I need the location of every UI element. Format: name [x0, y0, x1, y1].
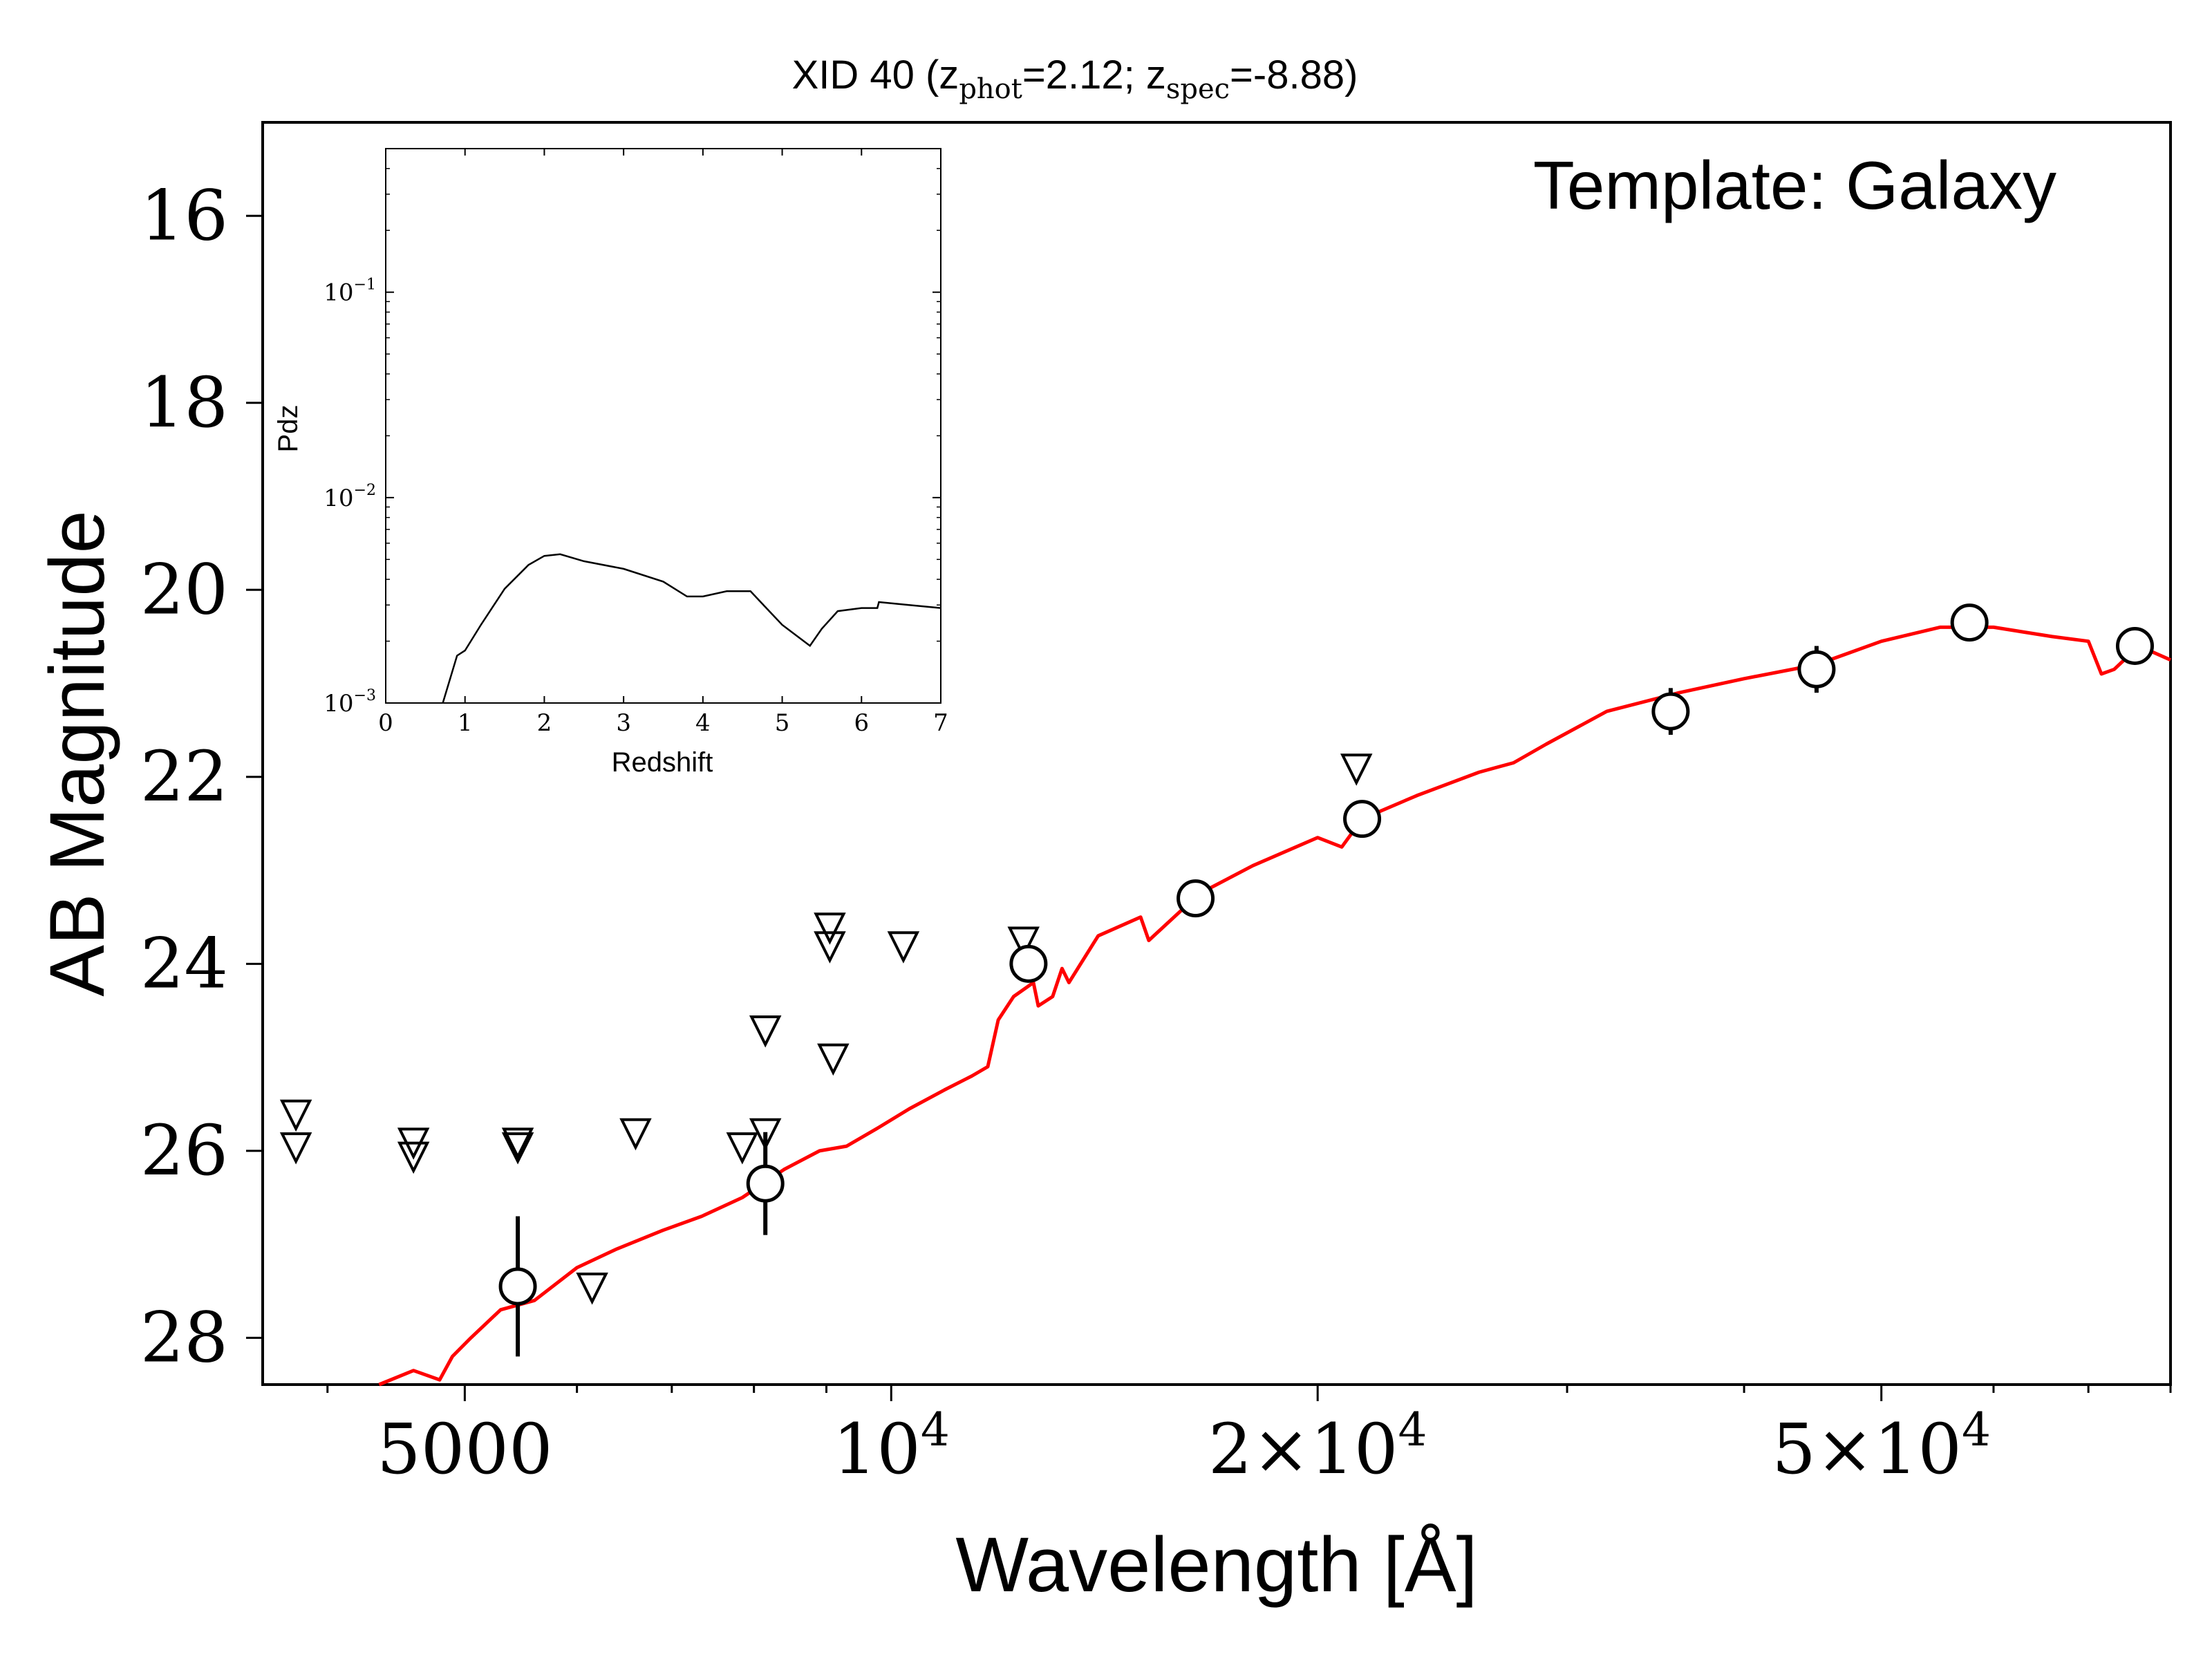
- inset-x-tick-label: 4: [695, 709, 711, 737]
- inset-x-tick-label: 2: [537, 709, 552, 737]
- upper-limit-marker: [887, 931, 920, 964]
- inset-x-tick-label: 1: [458, 709, 473, 737]
- title-spec-subscript: spec: [1166, 73, 1230, 105]
- inset-x-tick-label: 7: [933, 709, 948, 737]
- template-sed-line: [378, 625, 2172, 1387]
- upper-limit-marker: [817, 1043, 850, 1076]
- detection-marker: [498, 1267, 537, 1306]
- y-tick-label: 26: [140, 1110, 228, 1191]
- y-tick-label: 24: [140, 923, 228, 1004]
- upper-limit-marker: [397, 1141, 430, 1174]
- y-tick-label: 16: [140, 175, 228, 256]
- detection-marker: [1651, 692, 1690, 731]
- inset-y-tick-label: 10−1: [324, 276, 376, 307]
- detection-marker: [1343, 800, 1382, 838]
- title-prefix: XID 40 (z: [792, 53, 959, 97]
- inset-plot: Redshift Pdz 0 1 2 3 4 5 6 7 10−1 10−2 10−3: [273, 148, 948, 778]
- inset-x-tick-label: 0: [378, 709, 393, 737]
- upper-limit-marker: [279, 1099, 312, 1132]
- inset-x-tick-label: 6: [854, 709, 869, 737]
- x-tick-label: 5000: [377, 1409, 553, 1490]
- x-tick-label: 104: [833, 1403, 950, 1490]
- x-axis-label: Wavelength [Å]: [955, 1521, 1477, 1608]
- detection-marker: [1950, 603, 1989, 642]
- upper-limit-marker: [749, 1015, 782, 1048]
- y-tick-label: 20: [140, 549, 228, 630]
- inset-y-tick-label: 10−3: [324, 687, 376, 718]
- upper-limit-marker: [749, 1118, 782, 1151]
- y-tick-label: 18: [140, 362, 228, 443]
- upper-limit-marker: [1340, 753, 1373, 786]
- detection-marker: [1177, 879, 1215, 918]
- inset-x-label: Redshift: [612, 747, 713, 778]
- x-tick-label: 2×104: [1208, 1403, 1427, 1490]
- title-phot-value: =2.12; z: [1022, 53, 1166, 97]
- detection-marker: [746, 1164, 785, 1203]
- y-tick-label: 22: [140, 736, 228, 817]
- inset-pdz-curve: [442, 553, 941, 704]
- detection-marker: [2115, 626, 2154, 665]
- title-spec-value: =-8.88): [1230, 53, 1358, 97]
- y-axis-label: AB Magnitude: [34, 510, 120, 997]
- inset-y-label: Pdz: [273, 405, 303, 453]
- upper-limit-marker: [279, 1132, 312, 1165]
- upper-limit-marker: [814, 931, 846, 964]
- inset-y-tick-label: 10−2: [324, 482, 376, 512]
- title-phot-subscript: phot: [959, 73, 1022, 105]
- upper-limit-marker: [619, 1118, 652, 1151]
- upper-limit-marker: [501, 1127, 534, 1160]
- x-tick-label: 5×104: [1772, 1403, 1991, 1490]
- y-tick-label: 28: [140, 1297, 228, 1378]
- upper-limit-marker: [814, 912, 846, 945]
- upper-limit-marker: [501, 1132, 534, 1165]
- detection-marker: [1797, 650, 1836, 688]
- detection-marker: [1009, 944, 1048, 983]
- inset-x-tick-label: 5: [775, 709, 790, 737]
- inset-x-tick-label: 3: [616, 709, 631, 737]
- upper-limit-marker: [576, 1272, 608, 1305]
- upper-limit-marker: [726, 1132, 759, 1165]
- plot-frame: [261, 121, 2172, 1386]
- inset-frame: [385, 148, 941, 704]
- chart-title: XID 40 (zphot=2.12; zspec=-8.88): [792, 53, 1358, 105]
- template-annotation: Template: Galaxy: [1533, 147, 2056, 223]
- upper-limit-marker: [1007, 926, 1040, 959]
